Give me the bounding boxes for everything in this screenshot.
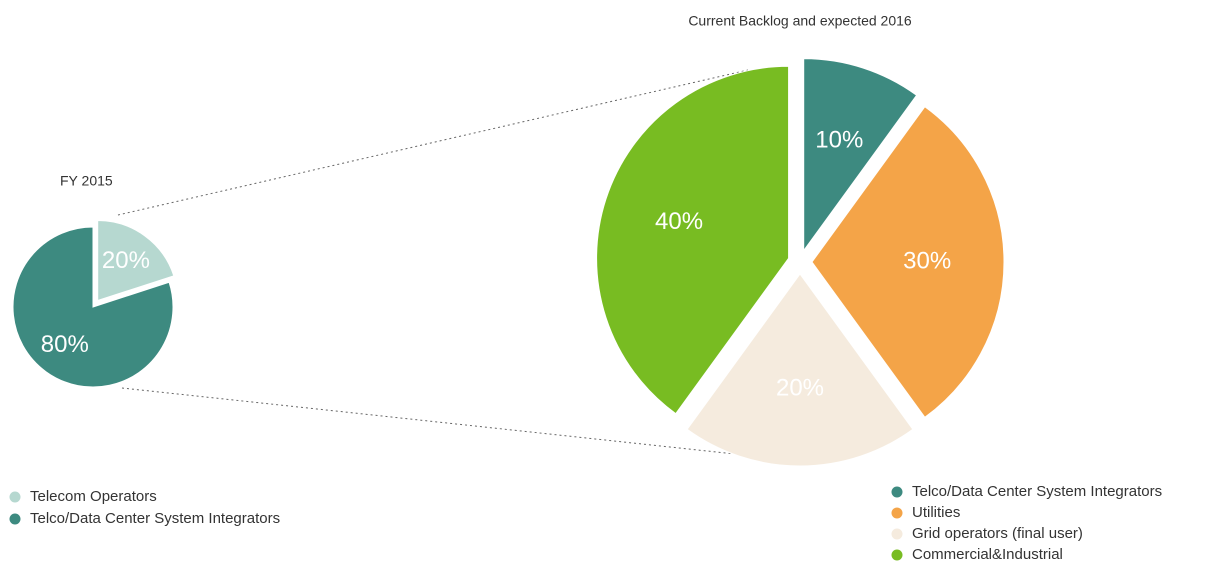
legend-label: Commercial&Industrial [912,546,1063,563]
legend-swatch [891,507,903,519]
data-label: 40% [655,208,703,235]
legend-label: Grid operators (final user) [912,525,1083,542]
pie-slice [12,226,174,388]
legend-label: Utilities [912,504,960,521]
legend-swatch [891,528,903,540]
legend-swatch [891,549,903,561]
pie-slice [811,105,1005,419]
pie-slice [803,58,918,253]
chart-title: Current Backlog and expected 2016 [688,13,912,29]
legend-label: Telecom Operators [30,488,157,505]
data-label: 30% [903,247,951,274]
data-label: 20% [102,247,150,274]
data-label: 10% [815,126,863,153]
pie-slice [97,220,175,302]
legend-swatch [891,486,903,498]
pie-slice [686,273,914,467]
legend-label: Telco/Data Center System Integrators [912,483,1162,500]
data-label: 80% [41,331,89,358]
chart-title: FY 2015 [60,173,113,189]
legend-swatch [9,513,21,525]
data-label: 20% [776,375,824,402]
legend-label: Telco/Data Center System Integrators [30,510,280,527]
pie-slice [596,65,790,415]
connector [121,387,773,459]
legend-swatch [9,491,21,503]
